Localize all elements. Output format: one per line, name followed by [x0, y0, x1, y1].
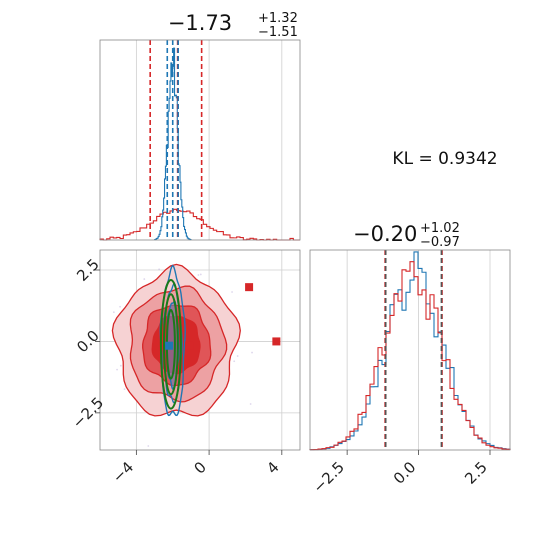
marker-point — [185, 341, 194, 350]
marginal-panel-param1: −1.73 +1.32 −1.51 — [99, 11, 301, 241]
title-upper-error: +1.02 — [420, 221, 460, 236]
title-lower-error: −0.97 — [420, 235, 460, 250]
panel-frame — [99, 39, 301, 241]
scatter-point — [158, 268, 161, 271]
panel-frame — [99, 249, 301, 451]
scatter-point — [233, 360, 236, 363]
scatter-point — [199, 273, 202, 276]
x-tick-label: 0 — [190, 458, 209, 477]
scatter-point — [123, 388, 126, 390]
scatter-point — [116, 368, 118, 371]
scatter-point — [143, 278, 146, 280]
marker-point — [245, 283, 254, 292]
red-histogram — [309, 261, 511, 451]
scatter-point — [119, 364, 122, 367]
scatter-point — [236, 355, 239, 357]
blue-histogram — [153, 47, 192, 241]
y-tick-label: 2.5 — [73, 255, 103, 285]
scatter-point — [249, 403, 252, 405]
x-tick-label: −2.5 — [309, 458, 347, 496]
green-ellipse — [159, 279, 182, 410]
scatter-point — [197, 274, 200, 276]
marker-point — [165, 341, 174, 350]
x-tick-label: −4 — [109, 458, 137, 486]
scatter-point — [147, 445, 150, 447]
title-upper-error: +1.32 — [258, 11, 298, 26]
scatter-point — [251, 351, 253, 354]
scatter-point — [119, 305, 121, 308]
panel-title-param2: −0.20 — [353, 222, 417, 246]
scatter-point — [231, 291, 233, 293]
kl-divergence-label: KL = 0.9342 — [392, 149, 497, 169]
marginal-panel-param2: −2.5 0.0 2.5 −0.20 +1.02 −0.97 — [309, 221, 511, 497]
title-lower-error: −1.51 — [258, 25, 298, 40]
panel-frame — [309, 249, 511, 451]
x-tick-label: 2.5 — [461, 458, 491, 488]
y-tick-label: 0.0 — [73, 327, 103, 357]
panel-title-param1: −1.73 — [168, 11, 232, 35]
x-tick-label: 0.0 — [390, 458, 420, 488]
marker-point — [272, 337, 281, 346]
green-ellipse — [163, 293, 179, 396]
joint-panel: −4 0 4−2.50.02.5 — [69, 249, 301, 486]
x-tick-label: 4 — [263, 458, 282, 477]
scatter-point — [112, 311, 115, 314]
